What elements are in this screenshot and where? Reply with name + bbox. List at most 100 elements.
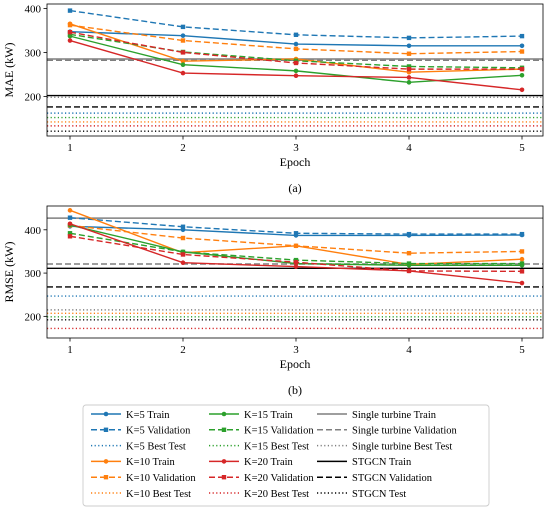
- data-point-k-20-validation: [67, 234, 73, 239]
- legend-box: [82, 404, 490, 507]
- data-point-k-5-validation: [519, 231, 525, 237]
- legend-label-k-5-best-test: K=5 Best Test: [126, 441, 186, 452]
- legend-label-single-turbine-validation: Single turbine Validation: [352, 426, 458, 437]
- data-point-k-5-validation: [293, 231, 299, 236]
- data-point-k-20-validation: [293, 60, 299, 66]
- data-point-k-10-validation: [67, 22, 73, 28]
- data-point-k-5-validation: [67, 8, 73, 13]
- legend-marker: [103, 411, 109, 417]
- data-point-k-10-validation: [180, 38, 186, 43]
- x-tick-label: 5: [519, 344, 525, 356]
- data-point-k-20-validation: [180, 50, 186, 55]
- data-point-k-5-train: [406, 43, 412, 49]
- data-point-k-20-validation: [519, 269, 525, 274]
- data-point-k-15-train: [180, 62, 186, 68]
- y-axis-title: RMSE (kW): [2, 242, 16, 303]
- data-point-k-5-train: [293, 41, 299, 47]
- legend-label-k-15-train: K=15 Train: [244, 410, 294, 421]
- data-point-k-20-train: [293, 73, 299, 79]
- panel-label: (a): [288, 181, 301, 195]
- legend-label-stgcn-validation: STGCN Validation: [352, 473, 433, 484]
- x-axis-title: Epoch: [280, 155, 311, 169]
- legend-label-k-20-train: K=20 Train: [244, 457, 294, 468]
- y-axis-title: MAE (kW): [2, 43, 16, 98]
- y-tick-label: 200: [25, 91, 42, 103]
- chart-panel-rmse: 1 2 3 4 5 200 300 400 Epoch RMSE (kW) (b): [2, 205, 544, 397]
- legend-label-single-turbine-best-test: Single turbine Best Test: [352, 441, 452, 452]
- data-point-k-15-train: [406, 80, 412, 85]
- series-line-k-10-validation: [69, 224, 523, 254]
- panel-label: (b): [288, 383, 302, 397]
- data-point-k-5-train: [519, 43, 525, 49]
- data-point-k-5-validation: [406, 231, 412, 237]
- data-point-k-5-validation: [293, 32, 299, 37]
- data-point-k-20-train: [519, 87, 525, 93]
- data-point-k-5-validation: [519, 33, 525, 39]
- y-tick-label: 400: [25, 3, 42, 15]
- data-point-k-20-train: [67, 38, 73, 43]
- legend-label-k-10-best-test: K=10 Best Test: [126, 489, 191, 500]
- legend-marker: [221, 475, 227, 480]
- data-point-k-15-train: [519, 72, 525, 78]
- data-point-k-20-train: [406, 75, 412, 80]
- chart-panel-mae: 1 2 3 4 5 200 300 400 Epoch MAE (kW) (a): [2, 3, 544, 195]
- legend-marker: [221, 411, 227, 417]
- y-tick-label: 200: [25, 311, 42, 323]
- data-point-k-5-validation: [406, 35, 412, 41]
- y-tick-label: 400: [25, 225, 42, 237]
- data-point-k-10-validation: [293, 243, 299, 249]
- data-point-k-5-validation: [180, 24, 186, 30]
- legend-label-k-5-validation: K=5 Validation: [126, 426, 191, 437]
- data-point-k-10-train: [180, 58, 186, 64]
- legend-label-k-15-best-test: K=15 Best Test: [244, 441, 309, 452]
- data-point-k-5-validation: [180, 224, 186, 229]
- data-point-k-20-train: [180, 260, 186, 265]
- data-point-k-5-train: [180, 33, 186, 38]
- data-point-k-10-validation: [406, 51, 412, 56]
- x-tick-label: 5: [519, 142, 525, 154]
- x-tick-label: 2: [180, 344, 186, 356]
- data-point-k-10-validation: [406, 250, 412, 256]
- legend-label-stgcn-test: STGCN Test: [352, 489, 406, 500]
- legend-label-stgcn-train: STGCN Train: [352, 457, 412, 468]
- data-point-k-20-validation: [180, 252, 186, 257]
- data-point-k-10-train: [67, 208, 73, 213]
- legend-label-k-10-train: K=10 Train: [126, 457, 176, 468]
- data-point-k-10-train: [519, 256, 525, 262]
- x-tick-label: 4: [406, 142, 412, 154]
- y-tick-label: 300: [25, 47, 42, 59]
- legend-marker: [221, 459, 227, 464]
- data-point-k-10-validation: [519, 249, 525, 254]
- x-tick-label: 2: [180, 142, 186, 154]
- data-point-k-10-validation: [519, 49, 525, 54]
- data-point-k-20-train: [180, 70, 186, 76]
- data-point-k-20-validation: [406, 66, 412, 72]
- data-point-k-15-validation: [519, 261, 525, 266]
- legend-label-k-10-validation: K=10 Validation: [126, 473, 196, 484]
- data-point-k-20-validation: [67, 29, 73, 35]
- data-point-k-20-validation: [293, 260, 299, 265]
- x-tick-label: 1: [67, 344, 73, 356]
- data-point-k-20-validation: [406, 268, 412, 274]
- data-point-k-15-validation: [406, 261, 412, 266]
- data-point-k-20-train: [67, 221, 73, 227]
- data-point-k-20-train: [293, 264, 299, 269]
- data-point-k-15-validation: [67, 231, 73, 236]
- data-point-k-10-validation: [180, 235, 186, 241]
- x-tick-label: 3: [293, 344, 299, 356]
- legend-label-k-5-train: K=5 Train: [126, 410, 170, 421]
- data-point-k-15-train: [293, 68, 299, 74]
- legend-label-single-turbine-train: Single turbine Train: [352, 410, 437, 421]
- data-point-k-5-validation: [67, 215, 73, 220]
- data-point-k-15-validation: [180, 249, 186, 255]
- y-tick-label: 300: [25, 268, 42, 280]
- plot-frame: [46, 3, 544, 137]
- legend-label-k-20-validation: K=20 Validation: [244, 473, 314, 484]
- x-tick-label: 3: [293, 142, 299, 154]
- legend-marker: [103, 459, 109, 464]
- legend: K=5 Train K=5 Validation K=5 Best Test K=10…: [82, 404, 490, 507]
- legend-marker: [103, 475, 109, 480]
- data-point-k-15-validation: [406, 64, 412, 69]
- legend-marker: [221, 427, 227, 432]
